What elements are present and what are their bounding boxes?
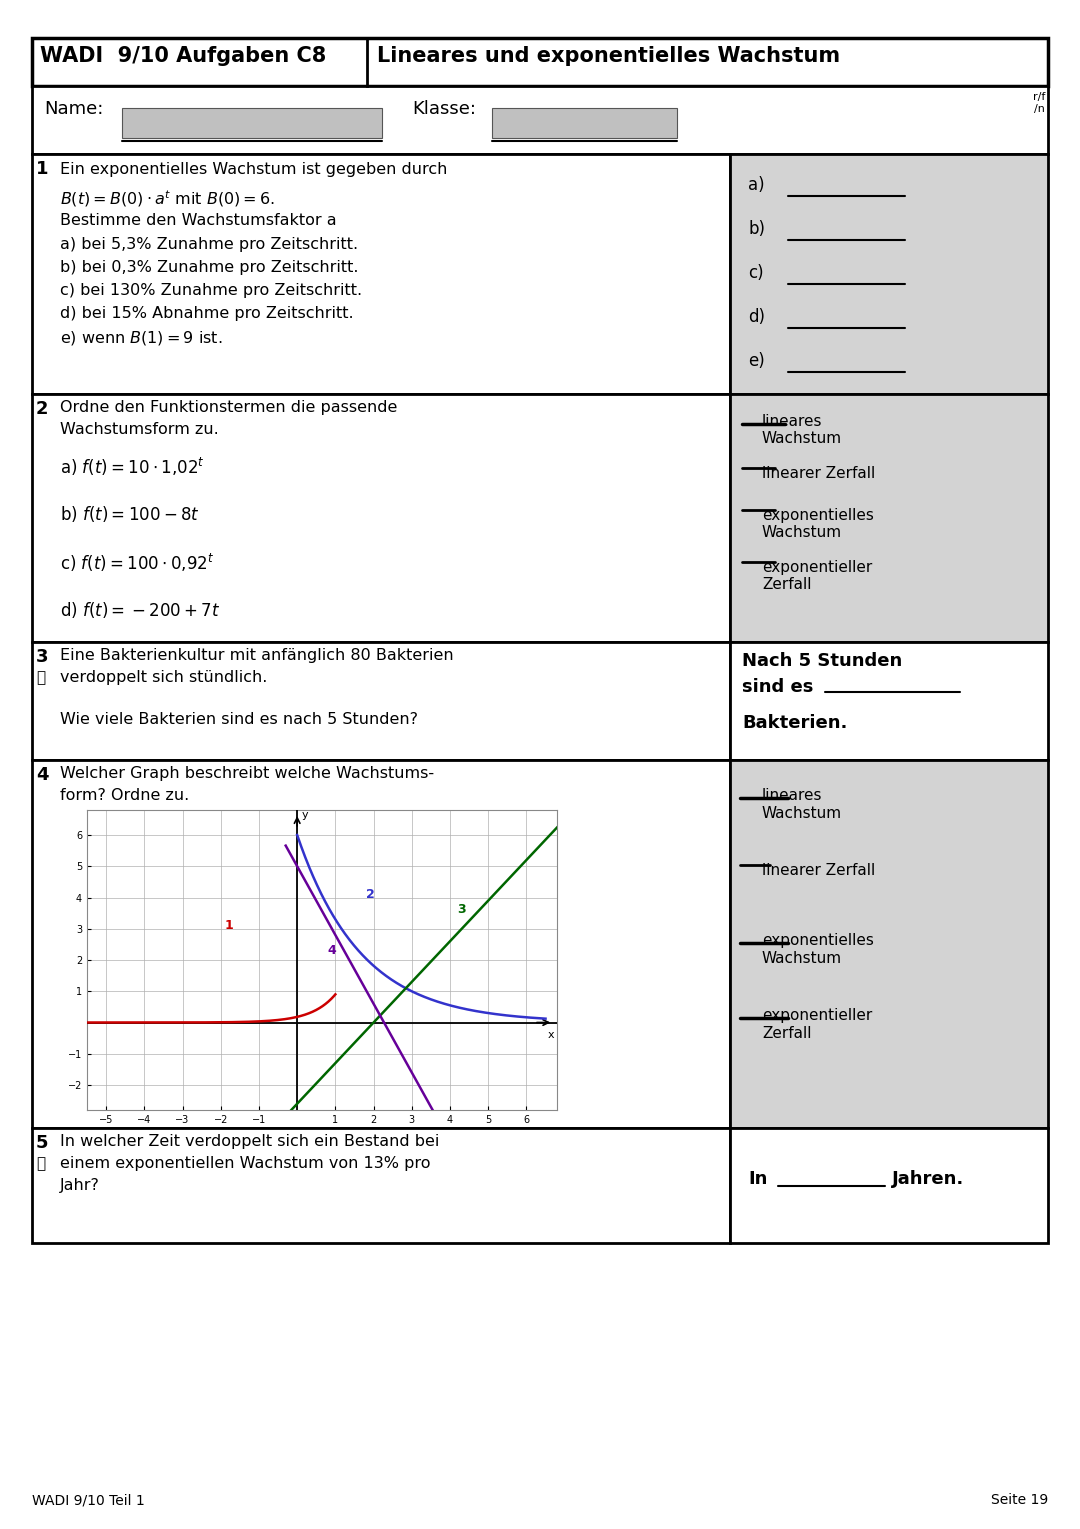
Text: 1: 1 [36,161,49,177]
Text: 3: 3 [458,904,467,916]
Text: ⎕: ⎕ [36,670,45,685]
Bar [122,109,382,138]
Bar [730,394,1048,642]
Text: b): b) [748,220,765,239]
Text: exponentieller: exponentieller [762,560,873,575]
Text: 4: 4 [327,943,337,957]
Text: e): e) [748,352,765,370]
Text: Wachstum: Wachstum [762,951,842,966]
Text: lineares: lineares [762,787,823,803]
Bar [32,154,730,394]
Text: Zerfall: Zerfall [762,576,811,592]
Bar [32,642,730,760]
Text: linearer Zerfall: linearer Zerfall [762,466,875,482]
Text: Ordne den Funktionstermen die passende: Ordne den Funktionstermen die passende [60,401,397,414]
Text: a): a) [748,176,765,194]
Text: e) wenn $B(1) = 9$ ist.: e) wenn $B(1) = 9$ ist. [60,329,222,347]
Bar [730,760,1048,1128]
Bar [32,38,1048,86]
Text: x: x [548,1031,554,1040]
Text: Wachstum: Wachstum [762,431,842,446]
Text: einem exponentiellen Wachstum von 13% pro: einem exponentiellen Wachstum von 13% pr… [60,1156,431,1171]
Text: a) bei 5,3% Zunahme pro Zeitschritt.: a) bei 5,3% Zunahme pro Zeitschritt. [60,237,359,252]
Text: exponentieller: exponentieller [762,1008,873,1023]
Text: 5: 5 [36,1135,49,1151]
Text: Bakterien.: Bakterien. [742,714,848,732]
Text: Ein exponentielles Wachstum ist gegeben durch: Ein exponentielles Wachstum ist gegeben … [60,162,447,177]
Text: b) bei 0,3% Zunahme pro Zeitschritt.: b) bei 0,3% Zunahme pro Zeitschritt. [60,260,359,275]
Bar [492,109,677,138]
Text: Jahren.: Jahren. [892,1170,964,1188]
Text: ⎕: ⎕ [36,1156,45,1171]
Text: d) bei 15% Abnahme pro Zeitschritt.: d) bei 15% Abnahme pro Zeitschritt. [60,306,353,321]
Text: In: In [748,1170,768,1188]
Text: Klasse:: Klasse: [411,99,476,118]
Text: Eine Bakterienkultur mit anfänglich 80 Bakterien: Eine Bakterienkultur mit anfänglich 80 B… [60,648,454,664]
Text: $B(t) = B(0) \cdot a^t$ mit $B(0) = 6.$: $B(t) = B(0) \cdot a^t$ mit $B(0) = 6.$ [60,188,275,208]
Bar [730,1128,1048,1243]
Text: d): d) [748,307,765,326]
Bar [730,642,1048,760]
Bar [32,1128,730,1243]
Text: 3: 3 [36,648,49,667]
Text: Seite 19: Seite 19 [990,1492,1048,1508]
Text: linearer Zerfall: linearer Zerfall [762,862,875,878]
Text: c) $f(t) = 100 \cdot 0{,}92^t$: c) $f(t) = 100 \cdot 0{,}92^t$ [60,552,214,573]
Text: Wachstum: Wachstum [762,524,842,540]
Text: 2: 2 [36,401,49,417]
Text: In welcher Zeit verdoppelt sich ein Bestand bei: In welcher Zeit verdoppelt sich ein Best… [60,1135,440,1148]
Text: b) $f(t) = 100 - 8t$: b) $f(t) = 100 - 8t$ [60,505,200,524]
Text: form? Ordne zu.: form? Ordne zu. [60,787,189,803]
Text: verdoppelt sich stündlich.: verdoppelt sich stündlich. [60,670,268,685]
Text: Zerfall: Zerfall [762,1026,811,1041]
Text: 1: 1 [225,919,233,931]
Text: lineares: lineares [762,414,823,430]
Text: Wachstum: Wachstum [762,806,842,821]
Text: Wie viele Bakterien sind es nach 5 Stunden?: Wie viele Bakterien sind es nach 5 Stund… [60,713,418,726]
Text: sind es: sind es [742,677,813,696]
Text: a) $f(t) = 10 \cdot 1{,}02^t$: a) $f(t) = 10 \cdot 1{,}02^t$ [60,456,205,479]
Text: WADI 9/10 Teil 1: WADI 9/10 Teil 1 [32,1492,145,1508]
Text: 2: 2 [366,887,375,901]
Text: Welcher Graph beschreibt welche Wachstums-: Welcher Graph beschreibt welche Wachstum… [60,766,434,781]
Text: Bestimme den Wachstumsfaktor a: Bestimme den Wachstumsfaktor a [60,213,337,228]
Bar [32,86,1048,154]
Text: exponentielles: exponentielles [762,933,874,948]
Text: y: y [301,810,309,820]
Text: 4: 4 [36,766,49,784]
Text: Jahr?: Jahr? [60,1177,99,1193]
Text: d) $f(t) = -200 + 7t$: d) $f(t) = -200 + 7t$ [60,599,220,619]
Bar [32,394,730,642]
Bar [730,154,1048,394]
Text: Name:: Name: [44,99,104,118]
Text: c): c) [748,265,764,281]
Text: c) bei 130% Zunahme pro Zeitschritt.: c) bei 130% Zunahme pro Zeitschritt. [60,283,362,298]
Text: Lineares und exponentielles Wachstum: Lineares und exponentielles Wachstum [377,46,840,66]
Text: /n: /n [1035,104,1045,115]
Bar [32,760,730,1128]
Text: exponentielles: exponentielles [762,508,874,523]
Text: Wachstumsform zu.: Wachstumsform zu. [60,422,219,437]
Text: r/f: r/f [1032,92,1045,102]
Text: WADI  9/10 Aufgaben C8: WADI 9/10 Aufgaben C8 [40,46,326,66]
Text: Nach 5 Stunden: Nach 5 Stunden [742,651,902,670]
